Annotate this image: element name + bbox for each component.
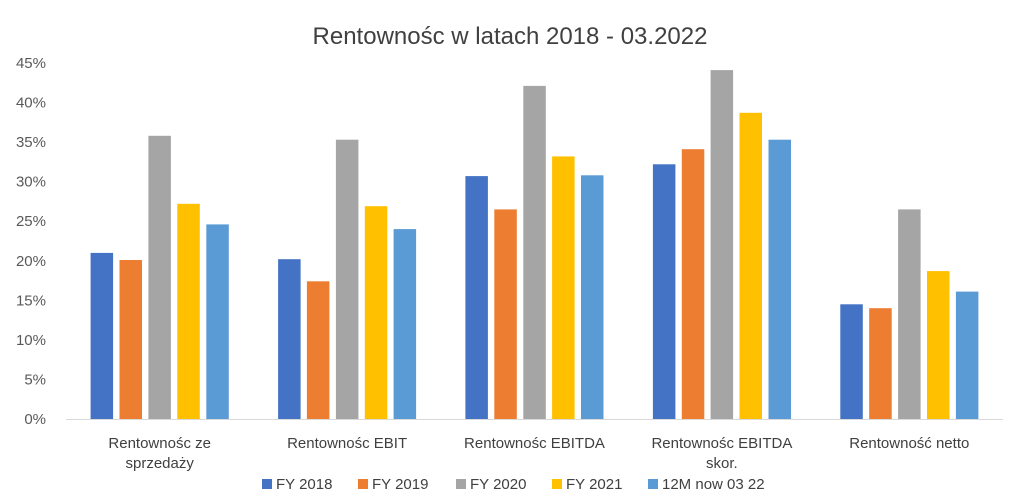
- x-category-label: Rentownośc ze: [108, 435, 211, 452]
- legend: FY 2018 FY 2019 FY 2020 FY 2021 12M now 03 2…: [262, 476, 765, 493]
- bar: [739, 112, 762, 420]
- bar: [652, 164, 676, 419]
- bar: [581, 175, 604, 419]
- bar: [148, 135, 171, 420]
- y-tick-label: 30%: [16, 174, 46, 191]
- y-tick-label: 25%: [16, 213, 46, 230]
- bar: [306, 281, 330, 419]
- legend-item: FY 2021: [552, 476, 622, 493]
- y-tick-label: 35%: [16, 134, 46, 151]
- x-category-label: Rentownośc EBIT: [287, 435, 407, 452]
- bar: [523, 85, 546, 420]
- legend-label: FY 2020: [470, 476, 526, 493]
- legend-label: FY 2021: [566, 476, 622, 493]
- y-axis: 0% 5% 10% 15% 20% 25% 30% 35% 40% 45%: [16, 55, 46, 428]
- legend-label: FY 2018: [276, 476, 332, 493]
- y-tick-label: 20%: [16, 253, 46, 270]
- chart-title: Rentownośc w latach 2018 - 03.2022: [313, 23, 708, 50]
- y-tick-label: 40%: [16, 95, 46, 112]
- x-category-label: Rentowność netto: [849, 435, 969, 452]
- bar: [681, 149, 705, 419]
- bar: [465, 176, 488, 419]
- bar: [494, 209, 517, 419]
- bar: [119, 260, 142, 419]
- bar: [840, 304, 863, 419]
- bar: [335, 139, 359, 419]
- bar: [710, 70, 734, 419]
- x-category-label: sprzedaży: [126, 455, 195, 472]
- legend-item: FY 2018: [262, 476, 332, 493]
- legend-item: FY 2020: [456, 476, 526, 493]
- bar: [177, 203, 200, 419]
- x-category-label: Rentownośc EBITDA: [651, 435, 792, 452]
- bar: [552, 156, 575, 419]
- bar: [278, 259, 301, 419]
- x-category-label: skor.: [706, 455, 738, 472]
- bar: [90, 252, 114, 419]
- bar: [955, 291, 979, 419]
- y-tick-label: 15%: [16, 292, 46, 309]
- bar: [393, 229, 417, 419]
- bars-group: [90, 70, 979, 420]
- legend-swatch: [456, 479, 466, 489]
- bar: [898, 209, 921, 419]
- legend-label: FY 2019: [372, 476, 428, 493]
- bar: [768, 139, 791, 419]
- y-tick-label: 45%: [16, 55, 46, 72]
- bar: [206, 224, 229, 419]
- y-tick-label: 5%: [24, 371, 46, 388]
- legend-swatch: [358, 479, 368, 489]
- y-tick-label: 10%: [16, 332, 46, 349]
- y-tick-label: 0%: [24, 411, 46, 428]
- legend-swatch: [648, 479, 658, 489]
- legend-label: 12M now 03 22: [662, 476, 765, 493]
- legend-swatch: [262, 479, 272, 489]
- legend-item: 12M now 03 22: [648, 476, 765, 493]
- bar: [927, 271, 950, 419]
- legend-swatch: [552, 479, 562, 489]
- x-category-label: Rentownośc EBITDA: [464, 435, 605, 452]
- x-axis: Rentownośc ze sprzedaży Rentownośc EBIT Ren…: [66, 419, 1003, 472]
- legend-item: FY 2019: [358, 476, 428, 493]
- bar: [869, 308, 892, 419]
- bar: [364, 206, 388, 419]
